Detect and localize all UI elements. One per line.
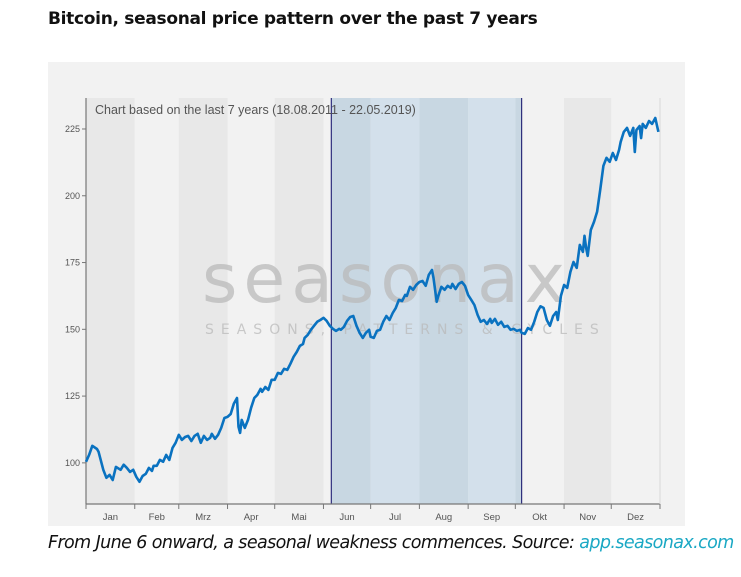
x-tick-label-okt: Okt bbox=[532, 512, 547, 523]
x-tick-label-jun: Jun bbox=[339, 512, 354, 523]
highlight-band bbox=[419, 98, 469, 504]
seasonax-watermark: seasonax SEASONS, PATTERNS & CYCLES bbox=[202, 240, 606, 338]
x-tick-label-mrz: Mrz bbox=[195, 512, 211, 523]
y-tick-label: 100 bbox=[65, 458, 80, 468]
month-band-okt bbox=[515, 98, 565, 504]
x-tick-label-nov: Nov bbox=[579, 512, 596, 523]
month-band-jan bbox=[86, 98, 135, 504]
source-link[interactable]: app.seasonax.com bbox=[579, 533, 734, 553]
month-band-apr bbox=[227, 98, 275, 504]
watermark-logo: seasonax bbox=[202, 240, 571, 319]
month-band-nov bbox=[564, 98, 612, 504]
month-band-dez bbox=[611, 98, 660, 504]
y-tick-label: 175 bbox=[65, 258, 80, 268]
x-tick-label-aug: Aug bbox=[435, 512, 452, 523]
axes: 100 125 150 175 200 225 Jan Feb Mrz Apr Mai Jun Jul A… bbox=[65, 98, 661, 523]
highlight-band bbox=[370, 98, 420, 504]
highlight-band bbox=[468, 98, 516, 504]
highlight-band bbox=[515, 98, 522, 504]
month-band-mai bbox=[274, 98, 324, 504]
y-tick-label: 200 bbox=[65, 191, 80, 201]
x-tick-label-feb: Feb bbox=[149, 512, 165, 523]
y-tick-label: 125 bbox=[65, 391, 80, 401]
highlight-period bbox=[330, 98, 523, 504]
x-tick-label-mai: Mai bbox=[291, 512, 306, 523]
x-tick-label-apr: Apr bbox=[244, 512, 259, 523]
x-tick-label-jul: Jul bbox=[389, 512, 401, 523]
caption: From June 6 onward, a seasonal weakness … bbox=[48, 533, 734, 553]
caption-text: From June 6 onward, a seasonal weakness … bbox=[48, 533, 580, 553]
price-pattern-line bbox=[84, 116, 660, 484]
x-tick-label-sep: Sep bbox=[483, 512, 500, 523]
y-tick-label: 150 bbox=[65, 324, 80, 334]
watermark-tagline: SEASONS, PATTERNS & CYCLES bbox=[205, 322, 606, 338]
seasonal-chart: seasonax SEASONS, PATTERNS & CYCLES 1001… bbox=[65, 98, 661, 523]
month-band-feb bbox=[134, 98, 179, 504]
chart-panel: seasonax SEASONS, PATTERNS & CYCLES 100 1… bbox=[48, 62, 685, 526]
x-tick-label-jan: Jan bbox=[103, 512, 118, 523]
chart-title: Bitcoin, seasonal price pattern over the… bbox=[48, 9, 538, 29]
chart-annotation: Chart based on the last 7 years (18.08.2… bbox=[95, 103, 416, 117]
highlight-band bbox=[331, 98, 371, 504]
y-tick-label: 225 bbox=[65, 124, 80, 134]
x-tick-label-dez: Dez bbox=[627, 512, 644, 523]
